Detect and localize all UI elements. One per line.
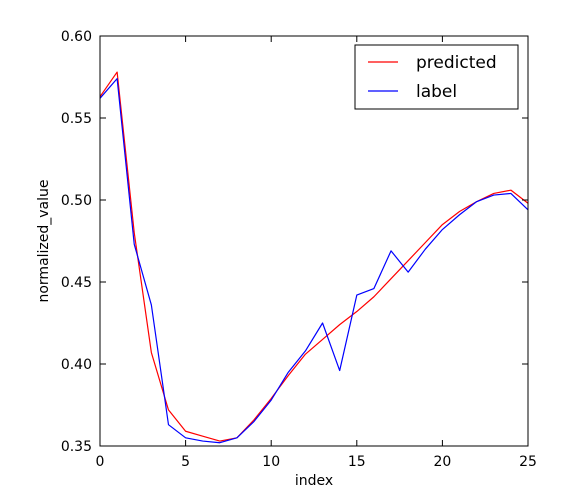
plot-frame [99, 35, 529, 447]
y-tick-label: 0.60 [61, 29, 92, 45]
series-layer [99, 71, 529, 444]
x-tick-label: 15 [348, 454, 366, 470]
y-axis-label: normalized_value [36, 179, 52, 302]
x-tick-label: 25 [519, 454, 537, 470]
legend-box [354, 44, 519, 110]
legend-label-predicted: predicted [416, 53, 497, 73]
x-tick-label: 5 [181, 454, 190, 470]
y-tick-label: 0.50 [61, 193, 92, 209]
x-tick-label: 10 [262, 454, 280, 470]
tick-layer: 0 5 10 15 20 25 0.35 0.40 0.45 0.50 0.55 0.60 [61, 29, 537, 470]
series-line-predicted [99, 71, 529, 442]
x-tick-label: 0 [96, 454, 105, 470]
y-tick-label: 0.55 [61, 111, 92, 127]
y-tick-label: 0.45 [61, 275, 92, 291]
x-tick-label: 20 [433, 454, 451, 470]
legend-label-label: label [416, 82, 457, 102]
y-tick-label: 0.40 [61, 357, 92, 373]
x-axis-label: index [295, 473, 333, 489]
series-line-label [99, 78, 529, 444]
legend: predicted label [354, 44, 519, 110]
y-tick-label: 0.35 [61, 439, 92, 455]
